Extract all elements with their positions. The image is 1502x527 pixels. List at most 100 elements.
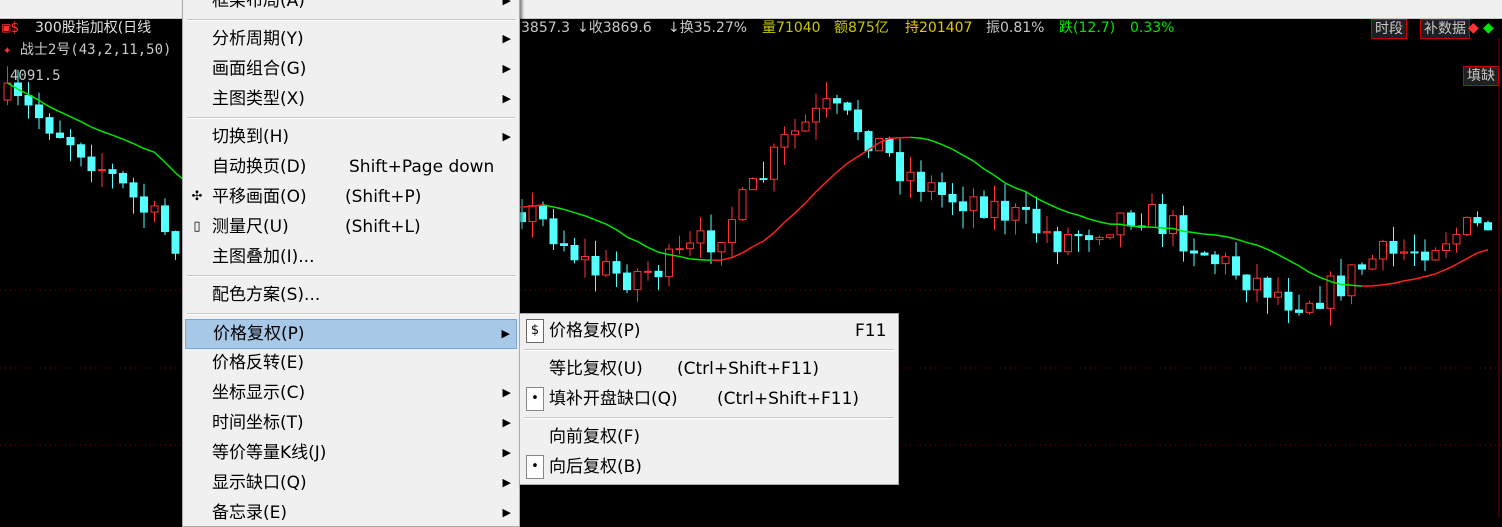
ma-line <box>1089 219 1100 222</box>
menu-item[interactable]: 向后复权(B)• <box>522 453 896 481</box>
ma-line <box>1026 192 1037 198</box>
candle <box>1222 257 1229 264</box>
candle <box>1096 237 1103 239</box>
menu-item[interactable]: 自动换页(D)Shift+Page down <box>185 153 517 181</box>
candle <box>802 122 809 131</box>
candle <box>771 147 778 179</box>
candle <box>844 103 851 110</box>
candle <box>792 131 799 135</box>
candle <box>1201 253 1208 255</box>
ma-line <box>1341 284 1352 285</box>
candle <box>666 249 673 277</box>
ma-line <box>963 155 974 161</box>
ma-line <box>1058 208 1069 212</box>
menu-item[interactable]: 价格复权(P)▶ <box>185 319 517 349</box>
candle <box>1033 209 1040 232</box>
candle <box>676 249 683 250</box>
green-diamond: ◆ <box>1483 20 1494 36</box>
candle <box>655 271 662 276</box>
menu-item[interactable]: 价格反转(E) <box>185 349 517 377</box>
ma-line <box>911 137 922 138</box>
menu-item[interactable]: 时间坐标(T)▶ <box>185 409 517 437</box>
menu-item[interactable]: 框架布局(A)▶ <box>185 0 517 15</box>
candle <box>151 206 158 212</box>
menu-item[interactable]: 等价等量K线(J)▶ <box>185 439 517 467</box>
candle <box>960 202 967 211</box>
ma-line <box>71 117 82 122</box>
menu-item[interactable]: 配色方案(S)... <box>185 281 517 309</box>
instrument-icon: ▣$ <box>2 19 19 38</box>
ma-line <box>1299 266 1310 273</box>
menu-icon: ▯ <box>189 213 205 241</box>
info-item: 振0.81% <box>986 19 1044 38</box>
toolbar-button[interactable]: 补数据 <box>1420 19 1470 39</box>
menu-item[interactable]: 价格复权(P)F11$ <box>522 317 896 345</box>
ma-line <box>1278 255 1289 261</box>
candle <box>1296 310 1303 312</box>
ma-line <box>155 152 166 162</box>
menu-item[interactable]: 分析周期(Y)▶ <box>185 25 517 53</box>
menu-label: 显示缺口(Q) <box>212 469 307 497</box>
candle <box>25 96 32 105</box>
ma-line <box>522 206 533 207</box>
candle <box>939 183 946 195</box>
ma-line <box>60 112 71 117</box>
ma-line <box>848 157 859 164</box>
menu-item[interactable]: 坐标显示(C)▶ <box>185 379 517 407</box>
ma-line <box>627 237 638 242</box>
candle <box>949 194 956 201</box>
candle <box>708 231 715 252</box>
separator <box>524 417 894 419</box>
candle <box>697 231 704 243</box>
candle <box>1065 234 1072 251</box>
menu-item[interactable]: 向前复权(F) <box>522 423 896 451</box>
menu-item[interactable]: 切换到(H)▶ <box>185 123 517 151</box>
fill-gap-button[interactable]: 填缺 <box>1463 66 1499 86</box>
ma-line <box>785 213 796 222</box>
ma-line <box>1016 188 1027 192</box>
menu-item[interactable]: 显示缺口(Q)▶ <box>185 469 517 497</box>
ma-line <box>1205 234 1216 235</box>
candle <box>1243 275 1250 290</box>
ma-line <box>617 230 628 237</box>
ma-line <box>554 207 565 209</box>
ma-line <box>1100 222 1111 224</box>
menu-label: 价格反转(E) <box>212 349 304 377</box>
candle <box>1390 241 1397 253</box>
candle <box>141 197 148 212</box>
context-menu: 框架布局(A)▶ 分析周期(Y)▶画面组合(G)▶主图类型(X)▶ 切换到(H)▶自… <box>182 0 520 527</box>
candle <box>571 245 578 259</box>
candle <box>781 135 788 147</box>
candle <box>613 262 620 273</box>
ma-line <box>722 257 733 260</box>
menu-item[interactable]: 等比复权(U)(Ctrl+Shift+F11) <box>522 355 896 383</box>
menu-icon: $ <box>526 319 544 343</box>
candle <box>67 137 74 144</box>
toolbar-button[interactable]: 时段 <box>1371 19 1407 39</box>
ma-line <box>942 145 953 150</box>
info-item: 跌(12.7) <box>1059 19 1115 38</box>
menu-item[interactable]: 平移画面(O)(Shift+P)✣ <box>185 183 517 211</box>
menu-item[interactable]: 画面组合(G)▶ <box>185 55 517 83</box>
candle <box>592 257 599 275</box>
candle <box>855 110 862 132</box>
menu-item[interactable]: 主图类型(X)▶ <box>185 85 517 113</box>
menu-item[interactable]: 主图叠加(I)... <box>185 243 517 271</box>
menu-label: 备忘录(E) <box>212 499 287 527</box>
indicator-name: 战士2号(43,2,11,50) <box>20 42 172 58</box>
menu-item[interactable]: 备忘录(E)▶ <box>185 499 517 527</box>
candle <box>645 271 652 272</box>
menu-label: 主图叠加(I)... <box>212 243 315 271</box>
ma-line <box>81 122 92 127</box>
ma-line <box>123 139 134 143</box>
ma-line <box>1436 269 1447 273</box>
ma-line <box>1079 215 1090 219</box>
menu-label: 时间坐标(T) <box>212 409 304 437</box>
submenu-arrow: ▶ <box>503 379 511 407</box>
info-item: 量71040 <box>762 19 821 38</box>
ma-line <box>575 213 586 216</box>
menu-item[interactable]: 填补开盘缺口(Q)(Ctrl+Shift+F11)• <box>522 385 896 413</box>
ma-line <box>764 233 775 241</box>
menu-item[interactable]: 测量尺(U)(Shift+L)▯ <box>185 213 517 241</box>
submenu-arrow: ▶ <box>502 320 510 348</box>
